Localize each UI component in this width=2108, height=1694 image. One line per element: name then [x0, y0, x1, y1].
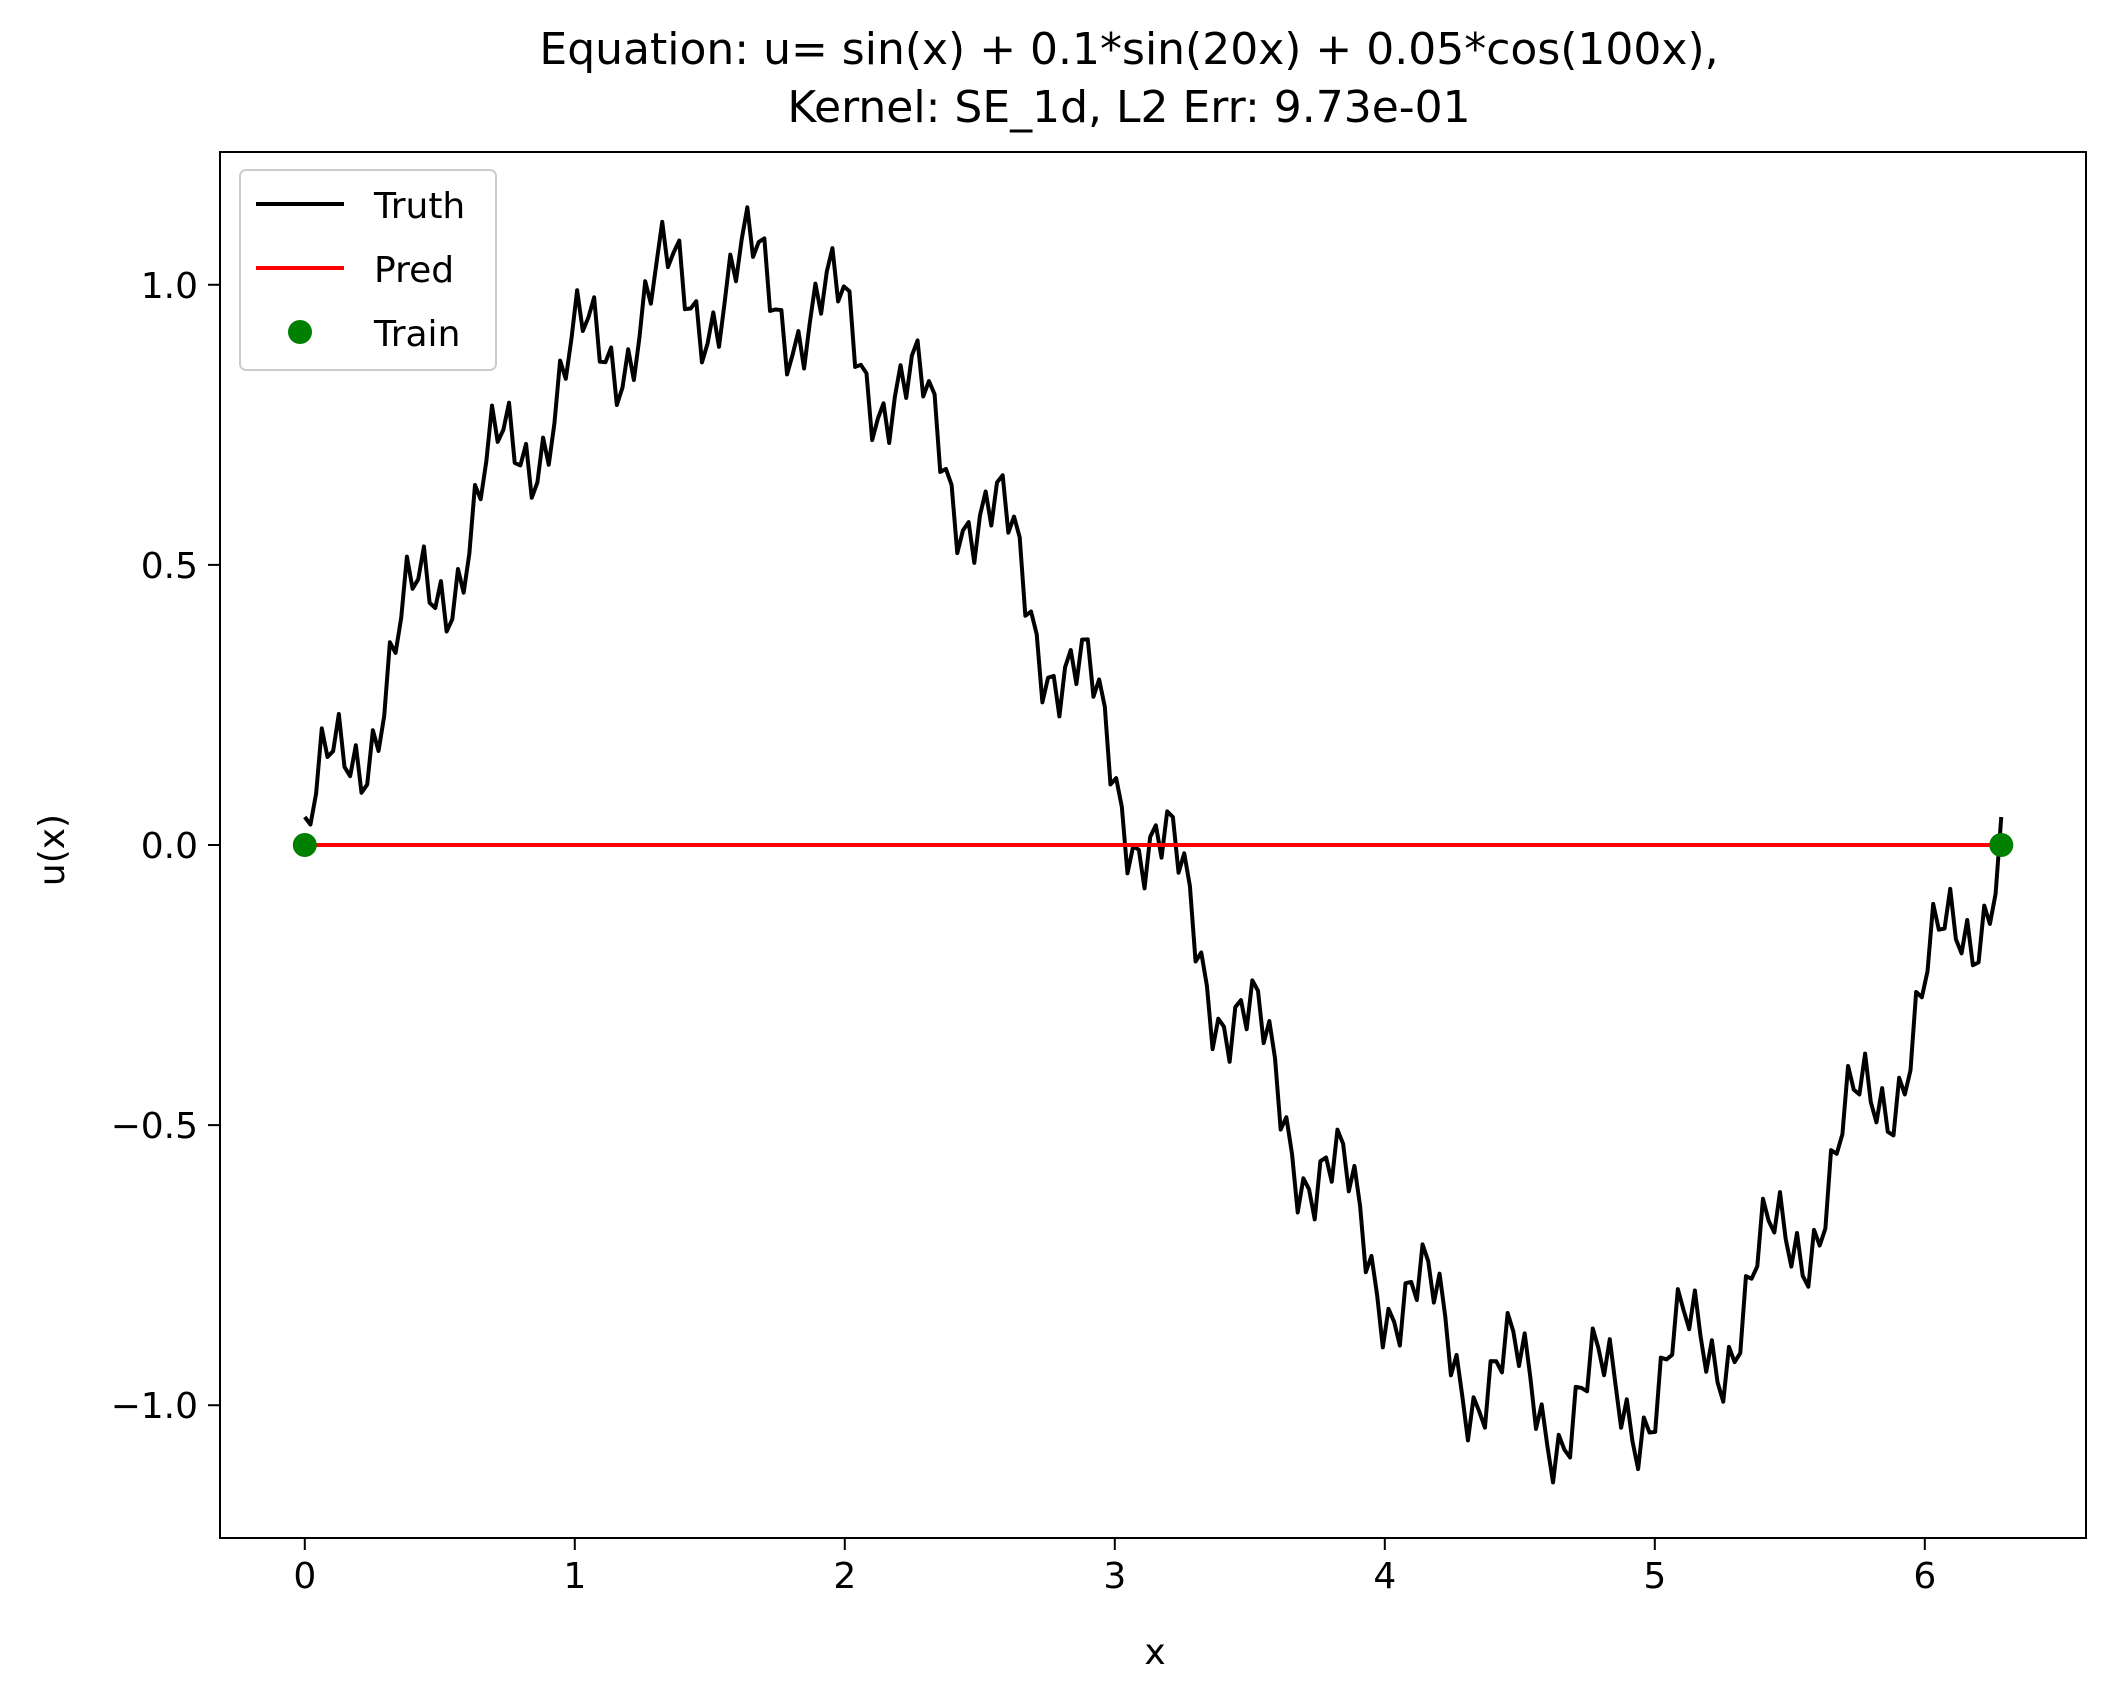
x-tick-label: 0 — [293, 1556, 316, 1597]
train-point — [1989, 833, 2014, 857]
y-axis-label: u(x) — [32, 814, 73, 886]
chart-title-line2: Kernel: SE_1d, L2 Err: 9.73e-01 — [787, 82, 1470, 133]
x-axis: 0 1 2 3 4 5 6 — [293, 1538, 1936, 1597]
legend-frame — [239, 169, 497, 371]
x-axis-label: x — [1144, 1632, 1165, 1673]
chart-title-line1: Equation: u= sin(x) + 0.1*sin(20x) + 0.0… — [539, 24, 1718, 75]
legend-pred-label: Pred — [374, 250, 454, 291]
legend-train-marker — [288, 320, 312, 344]
x-tick-label: 1 — [563, 1556, 586, 1597]
y-axis: −1.0 −0.5 0.0 0.5 1.0 — [111, 266, 220, 1427]
y-tick-label: −1.0 — [111, 1386, 198, 1427]
truth-line — [303, 205, 2004, 1485]
x-tick-label: 5 — [1643, 1556, 1666, 1597]
x-tick-label: 4 — [1373, 1556, 1396, 1597]
y-tick-label: 1.0 — [141, 266, 198, 307]
y-tick-label: −0.5 — [111, 1106, 198, 1147]
legend-truth-label: Truth — [373, 186, 465, 227]
x-tick-label: 6 — [1913, 1556, 1936, 1597]
legend: Truth Pred Train — [239, 169, 497, 371]
y-tick-label: 0.0 — [141, 826, 198, 867]
x-tick-label: 3 — [1103, 1556, 1126, 1597]
y-tick-label: 0.5 — [141, 546, 198, 587]
train-point — [292, 833, 317, 857]
legend-train-label: Train — [373, 314, 460, 355]
x-tick-label: 2 — [833, 1556, 856, 1597]
